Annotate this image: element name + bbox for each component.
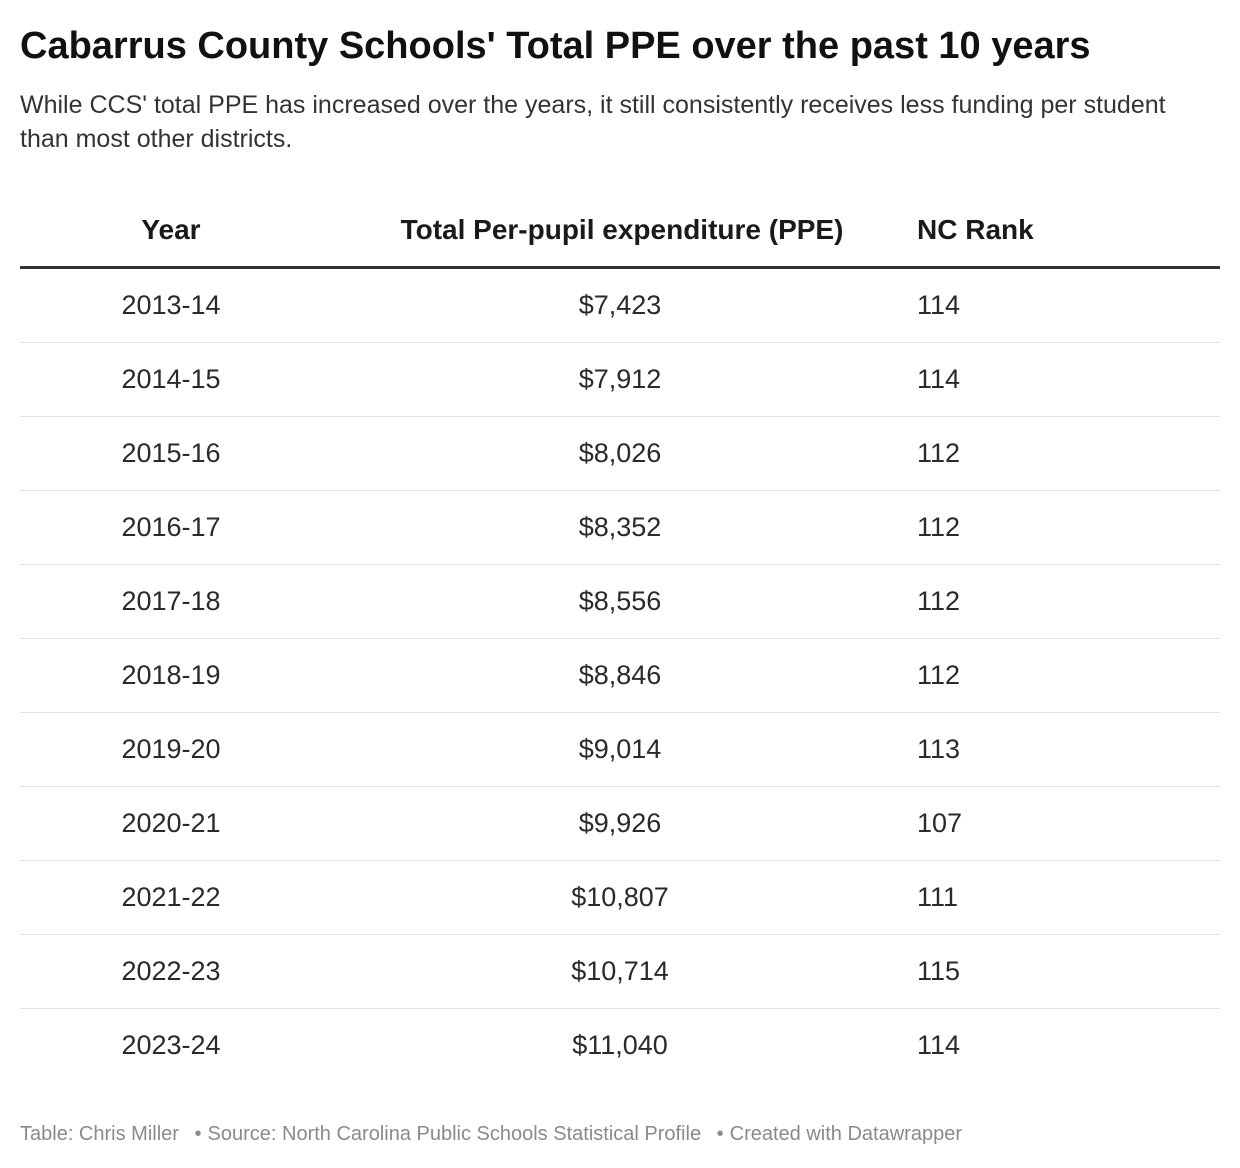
- cell-year: 2018-19: [121, 660, 221, 690]
- footer-credit[interactable]: Created with Datawrapper: [729, 1123, 962, 1145]
- cell-year: 2019-20: [121, 734, 221, 764]
- cell-nc-rank: 107: [917, 808, 963, 838]
- cell-year: 2014-15: [121, 364, 221, 394]
- cell-nc-rank: 113: [917, 734, 961, 764]
- cell-year: 2020-21: [121, 808, 221, 838]
- table-row: 2021-22 $10,807 111: [20, 861, 1220, 935]
- cell-nc-rank: 114: [917, 364, 961, 394]
- cell-ppe: $10,807: [571, 882, 669, 912]
- cell-year: 2016-17: [121, 512, 221, 542]
- table-row: 2016-17 $8,352 112: [20, 491, 1220, 565]
- cell-nc-rank: 112: [917, 660, 961, 690]
- table-row: 2013-14 $7,423 114: [20, 269, 1220, 343]
- cell-year: 2021-22: [121, 882, 221, 912]
- cell-nc-rank: 114: [917, 290, 961, 320]
- cell-ppe: $8,026: [578, 438, 662, 468]
- chart-footer: Table: Chris Miller • Source: North Carol…: [20, 1120, 1220, 1148]
- footer-source: Source: North Carolina Public Schools St…: [207, 1123, 702, 1145]
- data-table: Year Total Per-pupil expenditure (PPE) N…: [20, 196, 1220, 1082]
- column-header-nc-rank[interactable]: NC Rank: [917, 214, 1034, 245]
- footer-separator: •: [716, 1123, 724, 1145]
- table-row: 2018-19 $8,846 112: [20, 639, 1220, 713]
- table-row: 2014-15 $7,912 114: [20, 343, 1220, 417]
- table-row: 2020-21 $9,926 107: [20, 787, 1220, 861]
- cell-ppe: $7,912: [578, 364, 662, 394]
- chart-title: Cabarrus County Schools' Total PPE over …: [20, 25, 1091, 67]
- cell-year: 2017-18: [121, 586, 221, 616]
- footer-byline: Table: Chris Miller: [20, 1123, 179, 1145]
- cell-year: 2013-14: [121, 290, 221, 320]
- cell-ppe: $11,040: [572, 1030, 668, 1060]
- table-row: 2022-23 $10,714 115: [20, 935, 1220, 1009]
- column-header-ppe[interactable]: Total Per-pupil expenditure (PPE): [400, 214, 844, 245]
- cell-nc-rank: 114: [917, 1030, 961, 1060]
- table-row: 2023-24 $11,040 114: [20, 1009, 1220, 1082]
- cell-nc-rank: 112: [917, 512, 961, 542]
- chart-subtitle: While CCS' total PPE has increased over …: [20, 91, 1166, 153]
- cell-nc-rank: 112: [917, 586, 961, 616]
- cell-year: 2015-16: [121, 438, 221, 468]
- table-header: Year Total Per-pupil expenditure (PPE) N…: [20, 196, 1220, 269]
- cell-year: 2022-23: [121, 956, 221, 986]
- table-row: 2019-20 $9,014 113: [20, 713, 1220, 787]
- cell-ppe: $8,352: [578, 512, 662, 542]
- table-row: 2017-18 $8,556 112: [20, 565, 1220, 639]
- cell-ppe: $7,423: [578, 290, 662, 320]
- cell-nc-rank: 115: [917, 956, 961, 986]
- cell-nc-rank: 112: [917, 438, 961, 468]
- cell-ppe: $9,926: [578, 808, 662, 838]
- cell-ppe: $8,556: [578, 586, 662, 616]
- column-header-year[interactable]: Year: [141, 214, 201, 245]
- cell-ppe: $10,714: [571, 956, 669, 986]
- cell-ppe: $9,014: [578, 734, 662, 764]
- footer-separator: •: [194, 1123, 202, 1145]
- cell-nc-rank: 111: [917, 882, 959, 912]
- cell-year: 2023-24: [121, 1030, 221, 1060]
- cell-ppe: $8,846: [578, 660, 662, 690]
- table-row: 2015-16 $8,026 112: [20, 417, 1220, 491]
- table-body: 2013-14 $7,423 114 2014-15 $7,912 114 2015-16 $…: [20, 269, 1220, 1082]
